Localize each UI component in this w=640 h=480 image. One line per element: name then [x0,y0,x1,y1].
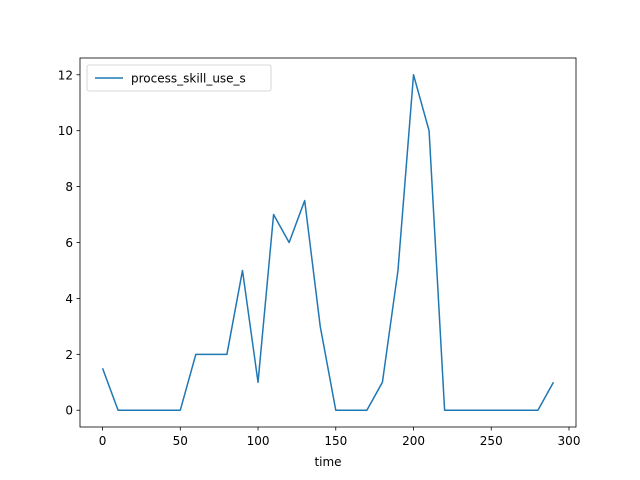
y-axis-ticks: 0 2 4 6 8 10 12 [58,68,80,418]
x-tick-label: 300 [558,434,581,448]
y-tick-label: 12 [58,68,73,82]
x-tick-label: 200 [402,434,425,448]
x-tick-label: 100 [247,434,270,448]
y-tick-label: 10 [58,124,73,138]
legend: process_skill_use_s [86,64,272,92]
x-tick-label: 150 [324,434,347,448]
y-tick-label: 8 [65,180,73,194]
y-tick-label: 2 [65,348,73,362]
y-tick-label: 0 [65,404,73,418]
legend-label: process_skill_use_s [131,72,246,86]
series-line [101,74,555,411]
x-axis-ticks: 0 50 100 150 200 250 300 [99,427,581,448]
x-axis-label: time [314,455,341,469]
y-tick-label: 6 [65,236,73,250]
x-tick-label: 50 [173,434,188,448]
x-tick-label: 0 [99,434,107,448]
x-tick-label: 250 [480,434,503,448]
y-tick-label: 4 [65,292,73,306]
legend-box [86,64,272,92]
